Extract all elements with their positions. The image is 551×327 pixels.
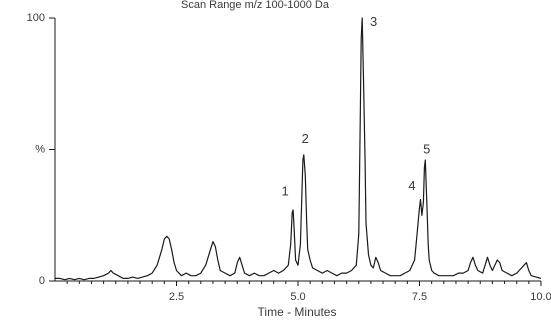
peak-label-group: 1 2 3 4 5 bbox=[282, 14, 431, 198]
x-tick-label-2: 7.5 bbox=[412, 291, 427, 303]
y-tick-group: 0% 100 bbox=[27, 12, 55, 287]
peak-label-2: 2 bbox=[302, 131, 309, 146]
x-tick-label-0: 2.5 bbox=[169, 291, 184, 303]
series-trace bbox=[55, 17, 542, 281]
chart-title: Scan Range m/z 100-1000 Da bbox=[181, 0, 330, 11]
peak-label-3: 3 bbox=[370, 14, 377, 29]
peak-label-5: 5 bbox=[423, 141, 430, 156]
y-tick-label-0: 0 bbox=[39, 275, 45, 287]
x-axis-label: Time - Minutes bbox=[258, 305, 337, 319]
x-tick-group: 2.5 5.0 7.5 10.0 bbox=[66, 281, 551, 303]
peak-label-4: 4 bbox=[408, 178, 415, 193]
y-tick-label-2: 100 bbox=[27, 12, 45, 24]
y-tick-label-1: % bbox=[35, 143, 45, 155]
peak-label-1: 1 bbox=[282, 183, 289, 198]
x-tick-label-3: 10.0 bbox=[530, 291, 551, 303]
x-tick-label-1: 5.0 bbox=[290, 291, 305, 303]
